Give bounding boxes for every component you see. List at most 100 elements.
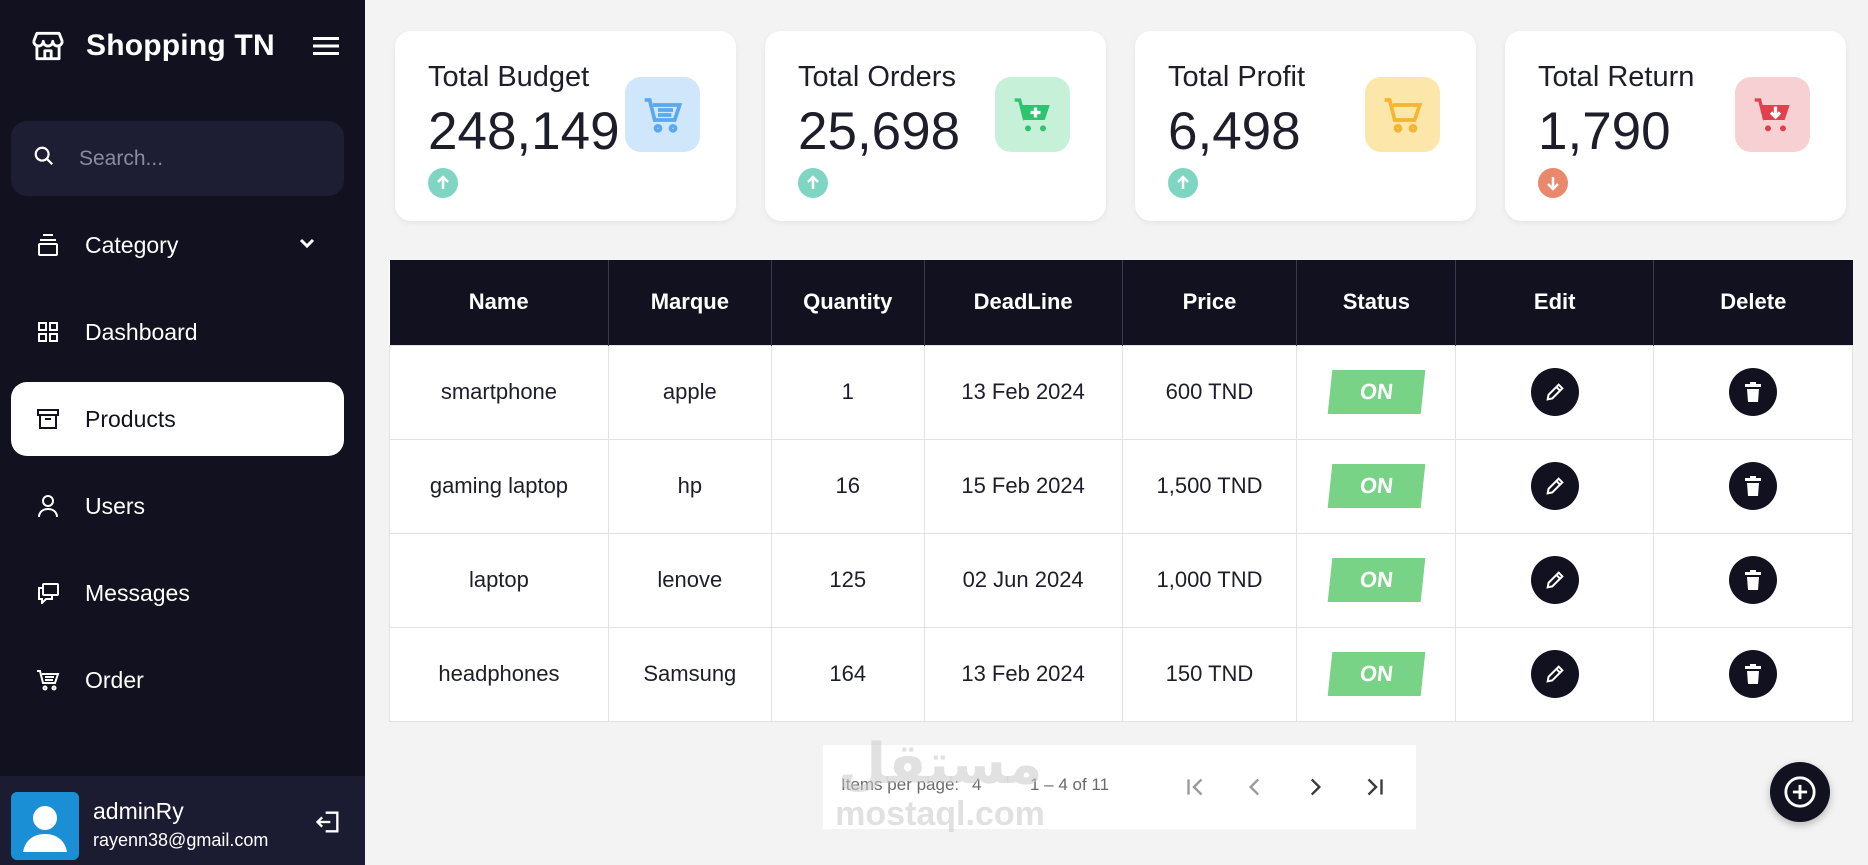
stat-value: 6,498: [1168, 102, 1301, 161]
cell-name: gaming laptop: [389, 438, 609, 534]
edit-button[interactable]: [1530, 368, 1579, 416]
cell-price: 150 TND: [1121, 626, 1298, 722]
cell-deadline: 13 Feb 2024: [923, 626, 1123, 722]
sidebar-item-messages[interactable]: Messages: [11, 556, 344, 630]
cell-status: ON: [1296, 438, 1457, 534]
sidebar-item-label: Order: [85, 666, 144, 693]
sidebar-item-order[interactable]: Order: [11, 643, 344, 717]
items-per-page-select[interactable]: 4: [972, 775, 982, 794]
cell-price: 600 TND: [1121, 344, 1298, 440]
previous-page-icon[interactable]: [1240, 772, 1270, 802]
cell-delete: [1653, 532, 1853, 628]
stat-value: 248,149: [428, 102, 620, 161]
stat-value: 1,790: [1538, 102, 1671, 161]
arrow-up-icon: [1168, 168, 1198, 198]
cart-icon: [1365, 77, 1440, 152]
sidebar-item-label: Category: [85, 231, 179, 258]
cell-edit: [1455, 438, 1655, 534]
cart-return-icon: [1735, 77, 1810, 152]
search-input[interactable]: [79, 146, 319, 171]
pencil-icon: [1546, 665, 1564, 683]
items-per-page-label: Items per page:: [841, 775, 960, 794]
status-toggle[interactable]: ON: [1327, 370, 1426, 414]
column-header-price[interactable]: Price: [1122, 260, 1298, 345]
cell-quantity: 1: [770, 344, 925, 440]
stat-card-orders: Total Orders 25,698: [765, 31, 1106, 221]
grid-icon: [35, 319, 61, 345]
sidebar-item-products[interactable]: Products: [11, 382, 344, 456]
status-toggle[interactable]: ON: [1327, 464, 1426, 508]
first-page-icon[interactable]: [1180, 772, 1210, 802]
stat-card-profit: Total Profit 6,498: [1135, 31, 1476, 221]
page-range: 1 – 4 of 11: [1030, 775, 1110, 794]
brand[interactable]: Shopping TN: [28, 24, 275, 68]
trash-icon: [1745, 476, 1762, 496]
cell-marque: Samsung: [607, 626, 772, 722]
table-row: headphones Samsung 164 13 Feb 2024 150 T…: [389, 626, 1853, 722]
sidebar-item-category[interactable]: Category: [11, 208, 344, 282]
column-header-status[interactable]: Status: [1296, 260, 1457, 345]
edit-button[interactable]: [1530, 462, 1579, 510]
user-icon: [35, 493, 61, 519]
menu-toggle-icon[interactable]: [310, 30, 342, 62]
delete-button[interactable]: [1729, 650, 1778, 698]
sidebar-item-dashboard[interactable]: Dashboard: [11, 295, 344, 369]
sidebar-item-label: Products: [85, 405, 176, 432]
table-row: smartphone apple 1 13 Feb 2024 600 TND O…: [389, 344, 1853, 440]
column-header-deadline[interactable]: DeadLine: [924, 260, 1123, 345]
archive-icon: [35, 406, 61, 432]
cell-marque: lenove: [607, 532, 772, 628]
pencil-icon: [1546, 383, 1564, 401]
stat-card-return: Total Return 1,790: [1505, 31, 1846, 221]
stat-title: Total Orders: [798, 61, 956, 93]
brand-title: Shopping TN: [86, 29, 275, 62]
sidebar-item-label: Messages: [85, 579, 190, 606]
user-email: rayenn38@gmail.com: [93, 830, 269, 850]
products-table: Name Marque Quantity DeadLine Price Stat…: [389, 260, 1853, 722]
column-header-marque[interactable]: Marque: [608, 260, 772, 345]
column-header-name[interactable]: Name: [389, 260, 609, 345]
edit-button[interactable]: [1530, 556, 1579, 604]
sidebar: Shopping TN Category Dashboard Products: [0, 0, 365, 865]
user-panel: adminRy rayenn38@gmail.com: [0, 776, 365, 865]
cell-deadline: 13 Feb 2024: [923, 344, 1123, 440]
cell-edit: [1455, 532, 1655, 628]
chevron-down-icon[interactable]: [298, 234, 316, 257]
status-toggle[interactable]: ON: [1327, 652, 1426, 696]
sidebar-item-users[interactable]: Users: [11, 469, 344, 543]
sidebar-item-label: Dashboard: [85, 318, 198, 345]
edit-button[interactable]: [1530, 650, 1579, 698]
stat-value: 25,698: [798, 102, 961, 161]
column-header-quantity[interactable]: Quantity: [771, 260, 925, 345]
add-product-button[interactable]: [1770, 762, 1830, 822]
cart-plus-icon: [995, 77, 1070, 152]
cell-deadline: 15 Feb 2024: [923, 438, 1123, 534]
user-name: adminRy: [93, 798, 184, 824]
column-header-edit: Edit: [1455, 260, 1655, 345]
delete-button[interactable]: [1729, 368, 1778, 416]
column-header-delete: Delete: [1653, 260, 1853, 345]
cell-marque: apple: [607, 344, 772, 440]
status-toggle[interactable]: ON: [1327, 558, 1426, 602]
last-page-icon[interactable]: [1360, 772, 1390, 802]
pencil-icon: [1546, 477, 1564, 495]
delete-button[interactable]: [1729, 556, 1778, 604]
delete-button[interactable]: [1729, 462, 1778, 510]
avatar[interactable]: [11, 792, 79, 860]
arrow-down-icon: [1538, 168, 1568, 198]
cell-quantity: 125: [770, 532, 925, 628]
cell-delete: [1653, 626, 1853, 722]
logout-icon[interactable]: [314, 808, 342, 836]
next-page-icon[interactable]: [1300, 772, 1330, 802]
table-row: laptop lenove 125 02 Jun 2024 1,000 TND …: [389, 532, 1853, 628]
plus-circle-icon: [1784, 776, 1816, 808]
arrow-up-icon: [798, 168, 828, 198]
cell-deadline: 02 Jun 2024: [923, 532, 1123, 628]
stat-title: Total Profit: [1168, 61, 1305, 93]
cell-status: ON: [1296, 532, 1457, 628]
stat-title: Total Budget: [428, 61, 590, 93]
pencil-icon: [1546, 571, 1564, 589]
store-icon: [28, 26, 68, 66]
table-row: gaming laptop hp 16 15 Feb 2024 1,500 TN…: [389, 438, 1853, 534]
search-icon: [33, 145, 55, 172]
